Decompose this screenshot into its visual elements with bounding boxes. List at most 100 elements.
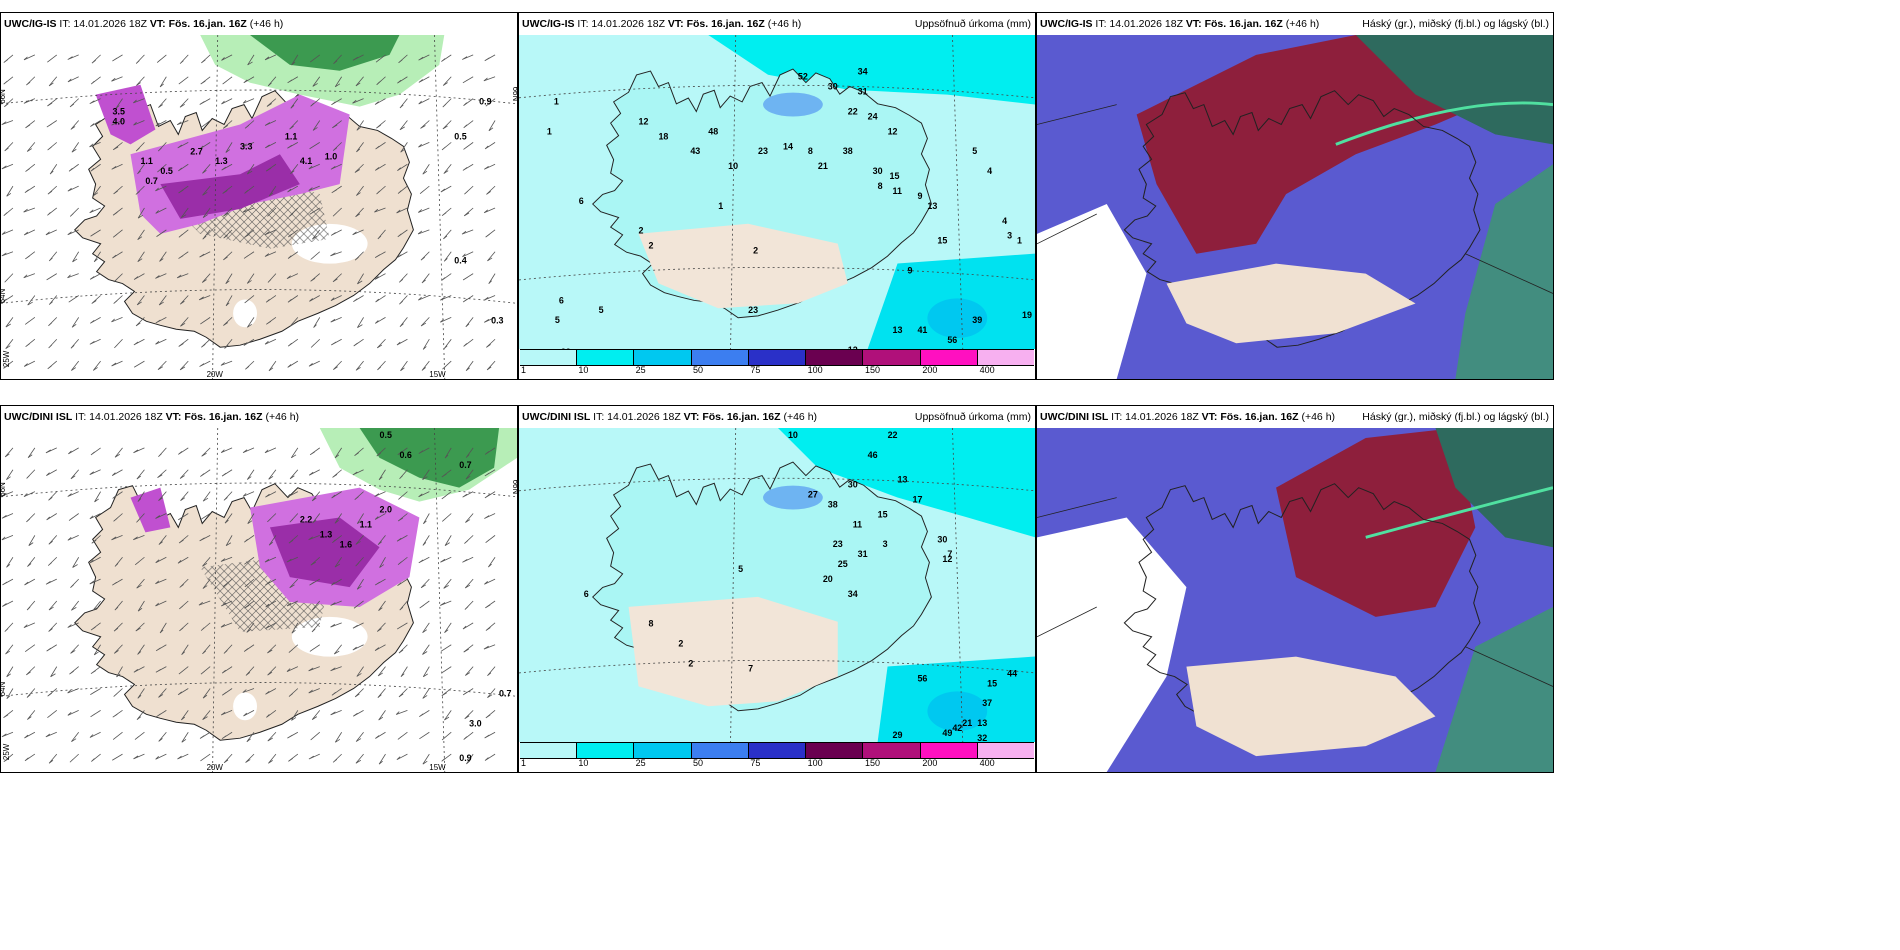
colorbar-tick-label: 400	[979, 758, 995, 768]
border-line	[1465, 253, 1553, 294]
wind-barb	[178, 76, 189, 85]
precip-amount-label: 12	[639, 116, 649, 126]
wind-barb	[396, 753, 408, 761]
colorbar-tick-label: 25	[635, 758, 646, 768]
wind-barb	[400, 666, 408, 677]
wind-barb	[155, 556, 167, 564]
wind-barb	[48, 338, 58, 349]
wind-barb	[399, 469, 408, 479]
wind-barb	[247, 513, 255, 524]
wind-barb	[309, 644, 320, 652]
wind-barb	[202, 578, 211, 589]
wind-barb	[465, 360, 474, 372]
wind-barb	[27, 557, 36, 567]
wind-barb	[89, 513, 101, 520]
precip-amount-label: 32	[977, 733, 987, 742]
wind-barb	[487, 251, 496, 262]
snow-depth-label: 0.5	[160, 166, 172, 176]
wind-barb	[201, 273, 211, 283]
border-line	[1037, 104, 1117, 125]
wind-barb	[485, 229, 496, 238]
wind-barb	[114, 556, 123, 567]
wind-barb	[48, 317, 58, 327]
lat-label-64n: 64N	[1, 288, 7, 303]
wind-barb	[177, 556, 189, 564]
wind-barb	[67, 76, 79, 83]
wind-barb	[420, 251, 430, 261]
wind-barb	[26, 688, 36, 698]
wind-barb	[374, 163, 386, 171]
wind-barb	[418, 295, 430, 301]
wind-barb	[155, 666, 167, 673]
wind-barb	[246, 622, 255, 633]
init-time: IT: 14.01.2026 18Z	[75, 411, 163, 423]
wind-barb	[23, 229, 36, 236]
wind-barbs	[1, 54, 496, 372]
wind-barb	[290, 164, 299, 175]
wind-barb	[25, 338, 36, 348]
wind-barb	[134, 731, 145, 740]
wind-barb	[377, 666, 386, 677]
wind-barb	[461, 229, 474, 235]
wind-barb	[91, 753, 101, 762]
wind-barb	[68, 295, 79, 303]
wind-barb	[70, 644, 79, 654]
wind-barb	[67, 229, 79, 236]
precip-amount-label: 3	[883, 539, 888, 549]
wind-barb	[243, 710, 255, 717]
precip-amount-label: 17	[912, 495, 922, 505]
wind-barb	[312, 120, 321, 131]
precip-amount-label: 46	[868, 450, 878, 460]
wind-barb	[200, 469, 211, 477]
wind-barb	[158, 491, 167, 501]
wind-barb	[399, 317, 408, 328]
wind-barb	[221, 98, 233, 105]
wind-barb	[202, 207, 211, 218]
snow-map: 0.5 0.6 0.7 2.2 1.3 1.6 1.1 2.0 0.9 3.0 0.7 66N 66N 6…	[1, 428, 517, 772]
colorbar-swatch	[633, 350, 691, 365]
wind-barb	[134, 556, 145, 566]
wind-barb	[137, 688, 145, 699]
wind-barb	[442, 360, 452, 370]
wind-barb	[178, 338, 189, 347]
precip-map: 10 22 46 13 30 38 27 15 17 30 12 23 20 25 34 31 11 7 3 2 2 7 4…	[519, 428, 1035, 742]
wind-barb	[400, 142, 408, 153]
wind-barb	[332, 142, 342, 151]
wind-barb	[25, 251, 36, 260]
wind-barb	[289, 513, 299, 523]
wind-barb	[291, 54, 299, 66]
wind-barb	[112, 710, 123, 718]
wind-barb	[396, 207, 408, 214]
wind-barb	[111, 535, 123, 541]
precip-amount-label: 49	[942, 728, 952, 738]
wind-barb	[47, 556, 58, 566]
wind-barb	[286, 556, 299, 563]
wind-barb	[4, 622, 14, 632]
colorbar-swatch	[919, 743, 977, 758]
snow-depth-label: 2.0	[380, 505, 392, 515]
wind-barb	[26, 142, 36, 152]
wind-barb	[485, 710, 496, 719]
precip-50-area	[763, 485, 823, 510]
colorbar-tick-label: 1	[521, 365, 527, 375]
wind-barb	[135, 142, 145, 152]
precip-amount-label: 43	[690, 146, 700, 156]
wind-barb	[179, 469, 189, 479]
wind-barb	[418, 98, 430, 105]
wind-barb	[155, 273, 167, 279]
wind-barb	[265, 491, 277, 498]
wind-barb	[444, 535, 452, 546]
snow-depth-label: 1.3	[320, 529, 332, 539]
wind-barb	[374, 317, 386, 324]
wind-barb	[67, 709, 79, 716]
wind-barb	[135, 622, 145, 632]
init-time: IT: 14.01.2026 18Z	[1111, 411, 1199, 423]
wind-barb	[397, 229, 408, 238]
wind-barb	[374, 578, 386, 586]
wind-barb	[93, 251, 101, 263]
wind-barb	[265, 578, 277, 586]
wind-barb	[484, 513, 496, 519]
wind-barb	[158, 295, 167, 306]
wind-barb	[72, 557, 80, 568]
wind-barb	[398, 54, 408, 64]
